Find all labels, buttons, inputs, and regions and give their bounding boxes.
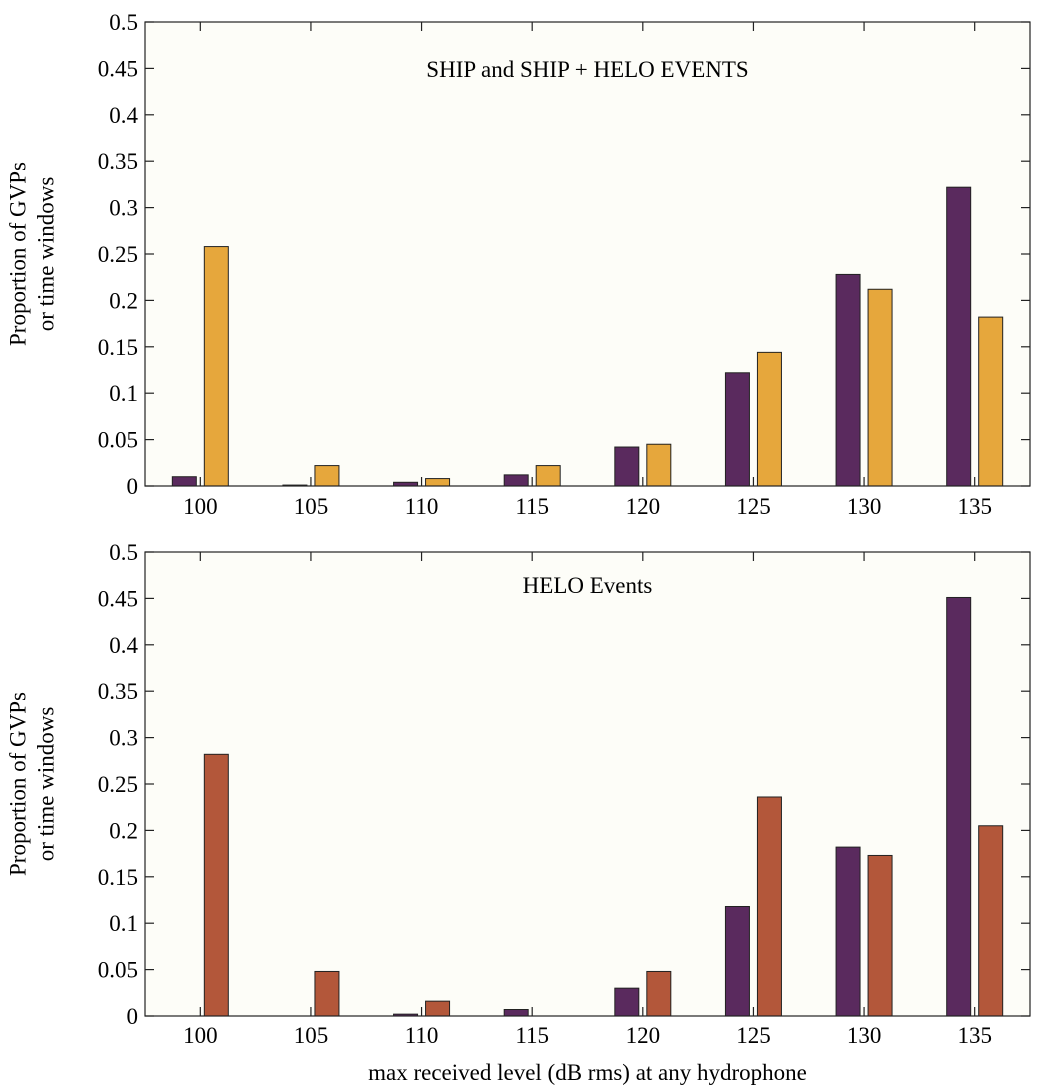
y-tick-label: 0.4: [109, 103, 138, 128]
x-tick-label: 135: [957, 1023, 992, 1048]
bar-series1-125: [724, 905, 750, 1017]
bar-series1-120: [614, 446, 640, 487]
x-tick-label: 125: [736, 1023, 771, 1048]
bar-series2-100: [203, 246, 229, 487]
y-tick-label: 0.2: [109, 288, 138, 313]
bar-series2-135: [978, 316, 1004, 487]
y-tick-label: 0.4: [109, 633, 138, 658]
y-tick-label: 0.3: [109, 196, 138, 221]
bar-series1-115: [503, 474, 529, 487]
x-tick-label: 115: [515, 1023, 549, 1048]
y-tick-label: 0.5: [109, 540, 138, 565]
bar-series1-135: [946, 596, 972, 1017]
chart-panel-2: 0 0.05 0.1 0.15 0.2 0.25 0.3 0.35 0.4 0.45 0.5 100 1…: [5, 540, 1031, 1085]
bar-series1-120: [614, 987, 640, 1017]
bar-series1-130: [835, 273, 861, 487]
x-axis-title: max received level (dB rms) at any hydro…: [368, 1060, 807, 1085]
plot-area: [145, 552, 1030, 1016]
x-tick-label: 125: [736, 494, 771, 519]
y-tick-label: 0.15: [98, 865, 138, 890]
y-tick-label: 0: [127, 1004, 139, 1029]
bar-series2-115: [535, 465, 561, 487]
y-tick-label: 0: [127, 474, 139, 499]
x-tick-label: 135: [957, 494, 992, 519]
bar-series2-120: [646, 443, 672, 487]
y-tick-label: 0.35: [98, 149, 138, 174]
bar-series2-105: [314, 970, 340, 1017]
y-axis-title: or time windows: [33, 177, 58, 332]
bar-series2-125: [756, 796, 782, 1017]
x-tick-label: 110: [405, 1023, 439, 1048]
plot-area: [145, 22, 1030, 486]
x-tick-label: 120: [626, 1023, 661, 1048]
x-tick-label: 130: [847, 1023, 882, 1048]
y-tick-label: 0.25: [98, 772, 138, 797]
bar-series1-100: [171, 476, 197, 487]
y-tick-label: 0.2: [109, 818, 138, 843]
panel-title: SHIP and SHIP + HELO EVENTS: [426, 57, 748, 82]
bar-series2-110: [425, 478, 451, 487]
panel-title: HELO Events: [523, 573, 653, 598]
bar-series2-120: [646, 970, 672, 1017]
y-tick-label: 0.45: [98, 586, 138, 611]
bar-series2-130: [867, 288, 893, 487]
chart-panel-1: 0 0.05 0.1 0.15 0.2 0.25 0.3 0.35 0.4 0.45 0.5 100 1…: [5, 10, 1031, 519]
x-tick-label: 105: [294, 494, 329, 519]
y-tick-label: 0.35: [98, 679, 138, 704]
bar-series2-110: [425, 1000, 451, 1017]
x-tick-label: 115: [515, 494, 549, 519]
y-tick-label: 0.5: [109, 10, 138, 35]
bar-series2-135: [978, 825, 1004, 1017]
x-tick-label: 100: [183, 1023, 218, 1048]
y-tick-label: 0.1: [109, 911, 138, 936]
x-tick-label: 120: [626, 494, 661, 519]
bar-series1-115: [503, 1009, 529, 1017]
bar-series2-125: [756, 351, 782, 487]
y-tick-label: 0.25: [98, 242, 138, 267]
bar-series1-135: [946, 186, 972, 487]
y-tick-label: 0.45: [98, 56, 138, 81]
bar-series1-130: [835, 846, 861, 1017]
x-tick-label: 105: [294, 1023, 329, 1048]
y-tick-label: 0.05: [98, 428, 138, 453]
y-axis-title: or time windows: [33, 707, 58, 862]
y-tick-label: 0.15: [98, 335, 138, 360]
bar-series1-125: [724, 372, 750, 487]
y-axis-title: Proportion of GVPs: [5, 692, 30, 876]
bar-series2-100: [203, 753, 229, 1017]
y-tick-label: 0.3: [109, 726, 138, 751]
x-tick-label: 100: [183, 494, 218, 519]
y-axis-title: Proportion of GVPs: [5, 162, 30, 346]
bar-series2-130: [867, 854, 893, 1017]
y-tick-label: 0.05: [98, 958, 138, 983]
x-tick-label: 110: [405, 494, 439, 519]
y-tick-label: 0.1: [109, 381, 138, 406]
bar-series2-105: [314, 465, 340, 487]
x-tick-label: 130: [847, 494, 882, 519]
